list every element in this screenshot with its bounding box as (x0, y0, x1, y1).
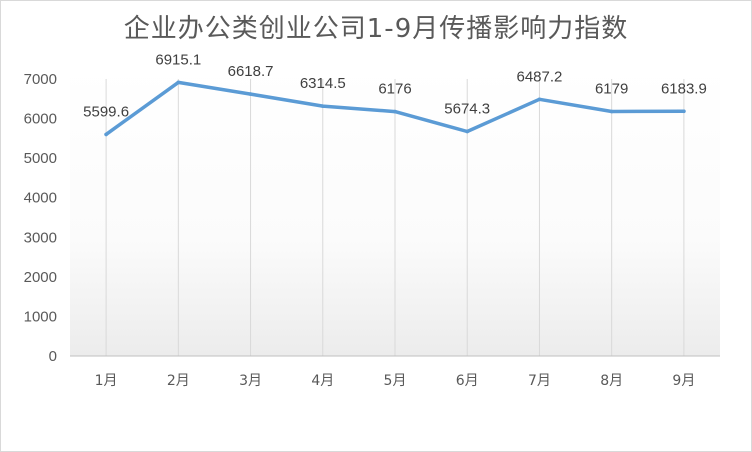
data-point (393, 109, 397, 114)
y-tick-label: 4000 (24, 190, 57, 207)
data-point (248, 92, 253, 96)
data-label: 5599.6 (83, 103, 129, 120)
data-label: 6176 (378, 81, 411, 98)
x-tick-label: 2月 (167, 373, 190, 389)
data-label: 6314.5 (300, 75, 346, 92)
data-point (176, 80, 181, 85)
data-label: 6915.1 (155, 51, 201, 68)
x-tick-label: 5月 (384, 373, 407, 389)
y-tick-label: 3000 (24, 229, 57, 246)
y-tick-label: 2000 (24, 269, 57, 286)
data-label: 6179 (595, 80, 628, 97)
data-label: 6618.7 (228, 63, 274, 80)
data-point (465, 129, 470, 134)
x-tick-label: 4月 (311, 373, 334, 389)
data-label: 6487.2 (516, 68, 562, 85)
data-point (682, 109, 686, 114)
data-point (609, 109, 614, 114)
x-tick-label: 9月 (672, 373, 695, 389)
y-tick-label: 5000 (24, 150, 57, 167)
y-tick-label: 7000 (24, 71, 57, 88)
x-tick-label: 1月 (95, 373, 118, 389)
data-point (104, 132, 108, 137)
y-tick-label: 0 (49, 348, 57, 365)
data-point (320, 104, 325, 108)
data-label: 5674.3 (444, 100, 490, 117)
x-tick-label: 3月 (239, 373, 262, 389)
data-point (537, 97, 542, 102)
data-label: 6183.9 (661, 80, 707, 97)
x-tick-label: 6月 (456, 373, 479, 389)
x-tick-label: 8月 (600, 373, 623, 389)
y-tick-label: 6000 (24, 111, 57, 128)
y-tick-label: 1000 (24, 308, 57, 325)
x-tick-label: 7月 (528, 373, 551, 389)
chart-title: 企业办公类创业公司1-9月传播影响力指数 (123, 14, 629, 44)
